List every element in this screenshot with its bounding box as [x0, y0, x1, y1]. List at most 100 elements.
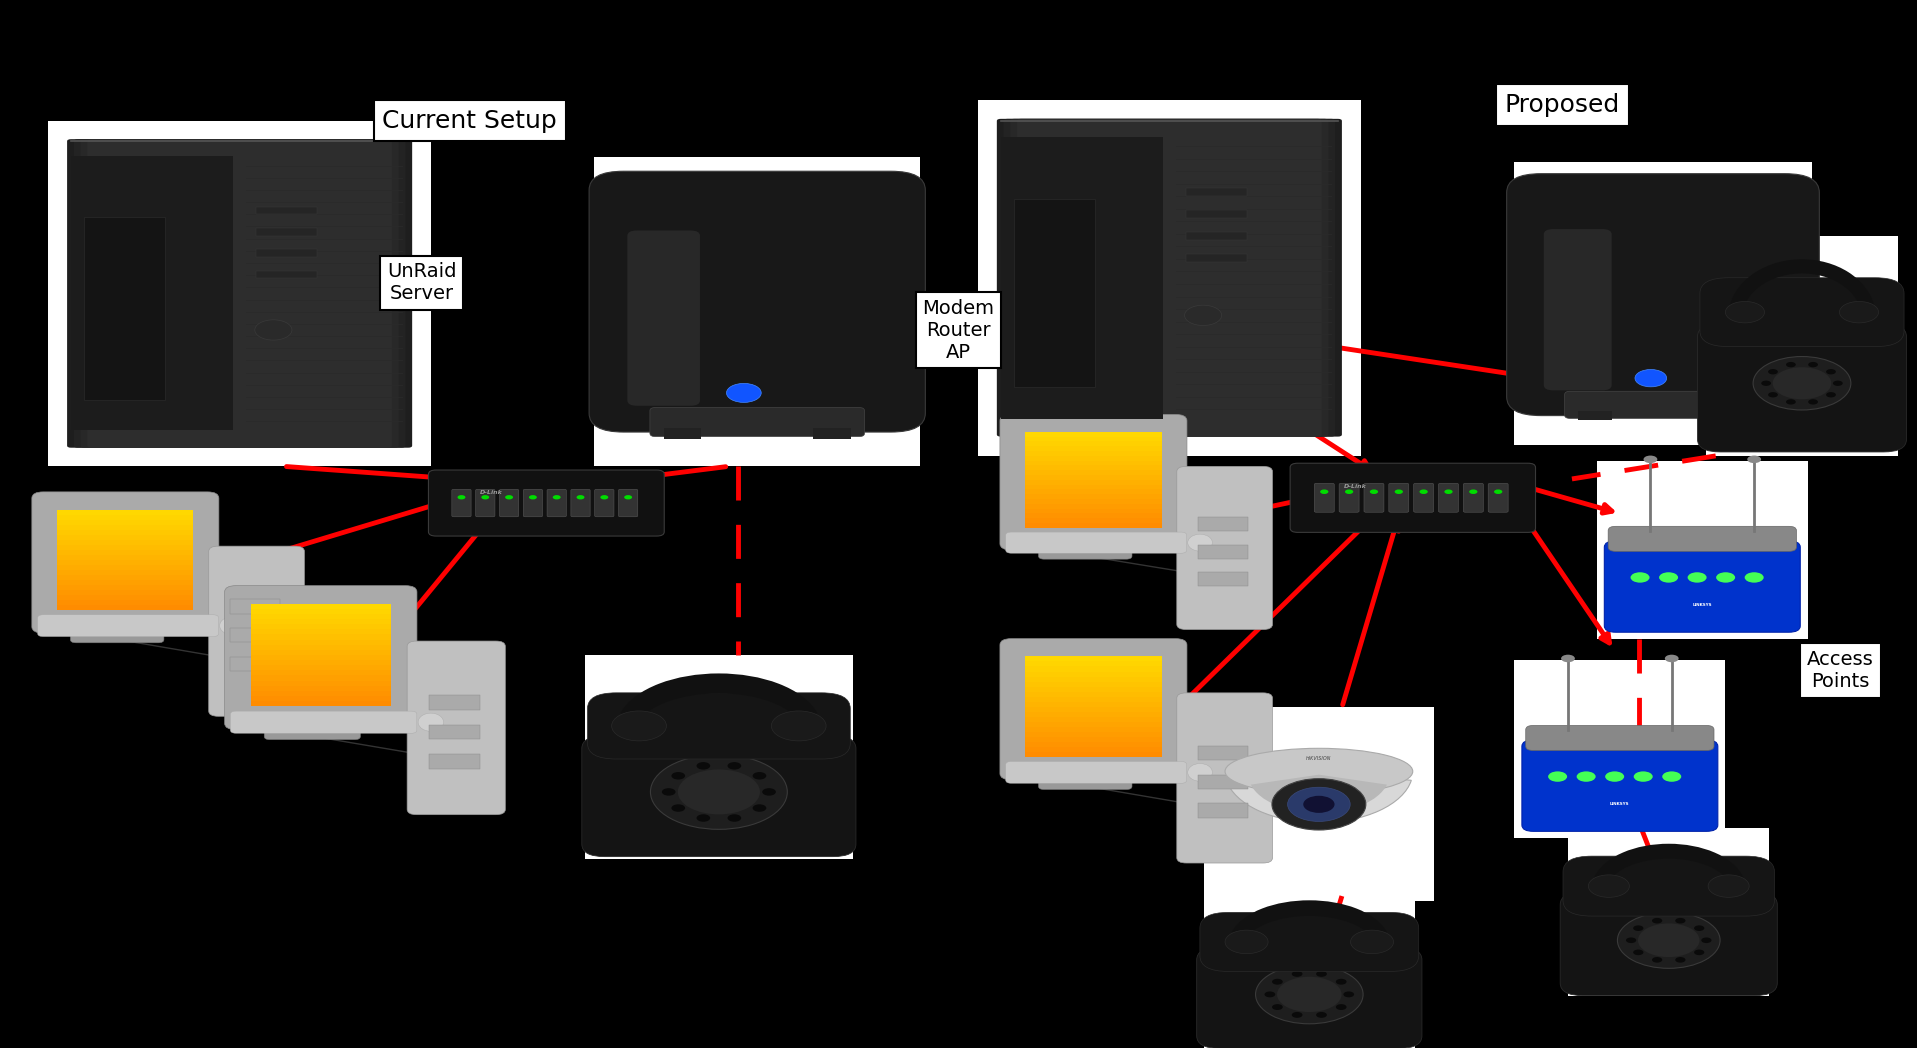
Circle shape [577, 495, 585, 500]
Circle shape [1336, 1004, 1346, 1010]
Bar [1077, 543, 1093, 551]
Bar [1026, 489, 1162, 494]
FancyBboxPatch shape [406, 641, 506, 814]
Bar [1026, 480, 1162, 484]
FancyBboxPatch shape [1290, 463, 1536, 532]
Bar [429, 754, 479, 768]
Bar [1026, 432, 1162, 437]
Circle shape [1273, 979, 1282, 985]
Circle shape [1744, 572, 1764, 583]
Circle shape [1185, 305, 1221, 326]
Circle shape [1351, 931, 1394, 954]
FancyBboxPatch shape [1543, 230, 1612, 390]
Bar [58, 575, 194, 580]
Bar [58, 509, 194, 515]
Bar [1187, 189, 1246, 196]
Bar [1026, 446, 1162, 451]
Bar [1198, 545, 1248, 559]
Bar [257, 228, 316, 236]
Bar [1026, 717, 1162, 722]
Bar [1183, 760, 1227, 782]
Bar [58, 515, 194, 520]
Circle shape [1265, 991, 1275, 998]
Circle shape [671, 772, 684, 780]
Circle shape [1631, 572, 1649, 583]
Bar [257, 249, 316, 257]
Bar [251, 619, 391, 625]
Bar [1198, 746, 1248, 761]
Circle shape [1618, 912, 1720, 968]
Circle shape [728, 814, 742, 822]
Bar [58, 601, 194, 605]
Circle shape [1658, 572, 1677, 583]
FancyBboxPatch shape [1698, 324, 1905, 452]
Bar [1568, 828, 1769, 996]
Bar [1077, 772, 1093, 781]
Bar [58, 550, 194, 554]
Circle shape [1762, 380, 1771, 386]
Bar [663, 429, 702, 438]
Bar [1026, 672, 1162, 677]
Ellipse shape [220, 617, 243, 634]
Circle shape [1827, 369, 1836, 374]
Text: D-Link: D-Link [479, 490, 502, 495]
Circle shape [728, 762, 742, 769]
FancyBboxPatch shape [230, 712, 416, 734]
Wedge shape [1227, 771, 1411, 823]
Circle shape [1321, 489, 1328, 494]
Circle shape [771, 711, 826, 741]
Circle shape [1652, 918, 1662, 923]
Bar [1026, 437, 1162, 441]
Bar [58, 570, 194, 575]
Wedge shape [1252, 774, 1386, 813]
FancyBboxPatch shape [1177, 466, 1273, 630]
Bar [305, 722, 320, 732]
Bar [1714, 411, 1748, 420]
Circle shape [1633, 925, 1643, 931]
Text: Current Setup: Current Setup [381, 109, 558, 132]
FancyBboxPatch shape [1507, 174, 1819, 416]
FancyBboxPatch shape [1388, 483, 1409, 512]
Circle shape [727, 384, 761, 402]
FancyBboxPatch shape [1488, 483, 1509, 512]
FancyBboxPatch shape [594, 489, 613, 517]
Circle shape [696, 814, 709, 822]
Bar [58, 565, 194, 570]
Circle shape [1336, 979, 1346, 985]
Ellipse shape [418, 713, 443, 732]
Text: Access
Points: Access Points [1808, 650, 1873, 692]
Bar [215, 613, 259, 635]
Bar [109, 626, 125, 634]
FancyBboxPatch shape [1522, 740, 1718, 831]
FancyBboxPatch shape [1608, 526, 1796, 551]
Text: HIKVISION: HIKVISION [1305, 756, 1332, 761]
Circle shape [255, 320, 291, 341]
Circle shape [1746, 456, 1762, 463]
Bar [813, 429, 851, 438]
Circle shape [1787, 399, 1796, 405]
Circle shape [1419, 489, 1428, 494]
Bar [257, 206, 316, 214]
Bar [251, 676, 391, 680]
Bar [251, 609, 391, 614]
Circle shape [753, 772, 767, 780]
Bar [1026, 514, 1162, 518]
FancyBboxPatch shape [627, 231, 700, 406]
FancyBboxPatch shape [1196, 947, 1422, 1048]
Bar [1026, 456, 1162, 460]
Bar [1026, 504, 1162, 508]
FancyBboxPatch shape [75, 139, 404, 447]
Bar [1026, 737, 1162, 742]
Circle shape [1633, 949, 1643, 955]
FancyBboxPatch shape [1463, 483, 1484, 512]
Bar [1026, 697, 1162, 701]
Bar [48, 121, 431, 466]
Circle shape [1637, 923, 1700, 957]
FancyBboxPatch shape [81, 139, 399, 447]
FancyBboxPatch shape [427, 470, 663, 537]
Bar [251, 685, 391, 691]
Bar [1026, 484, 1162, 489]
Circle shape [1589, 875, 1629, 897]
Text: UnRaid
Server: UnRaid Server [387, 262, 456, 304]
FancyBboxPatch shape [523, 489, 543, 517]
